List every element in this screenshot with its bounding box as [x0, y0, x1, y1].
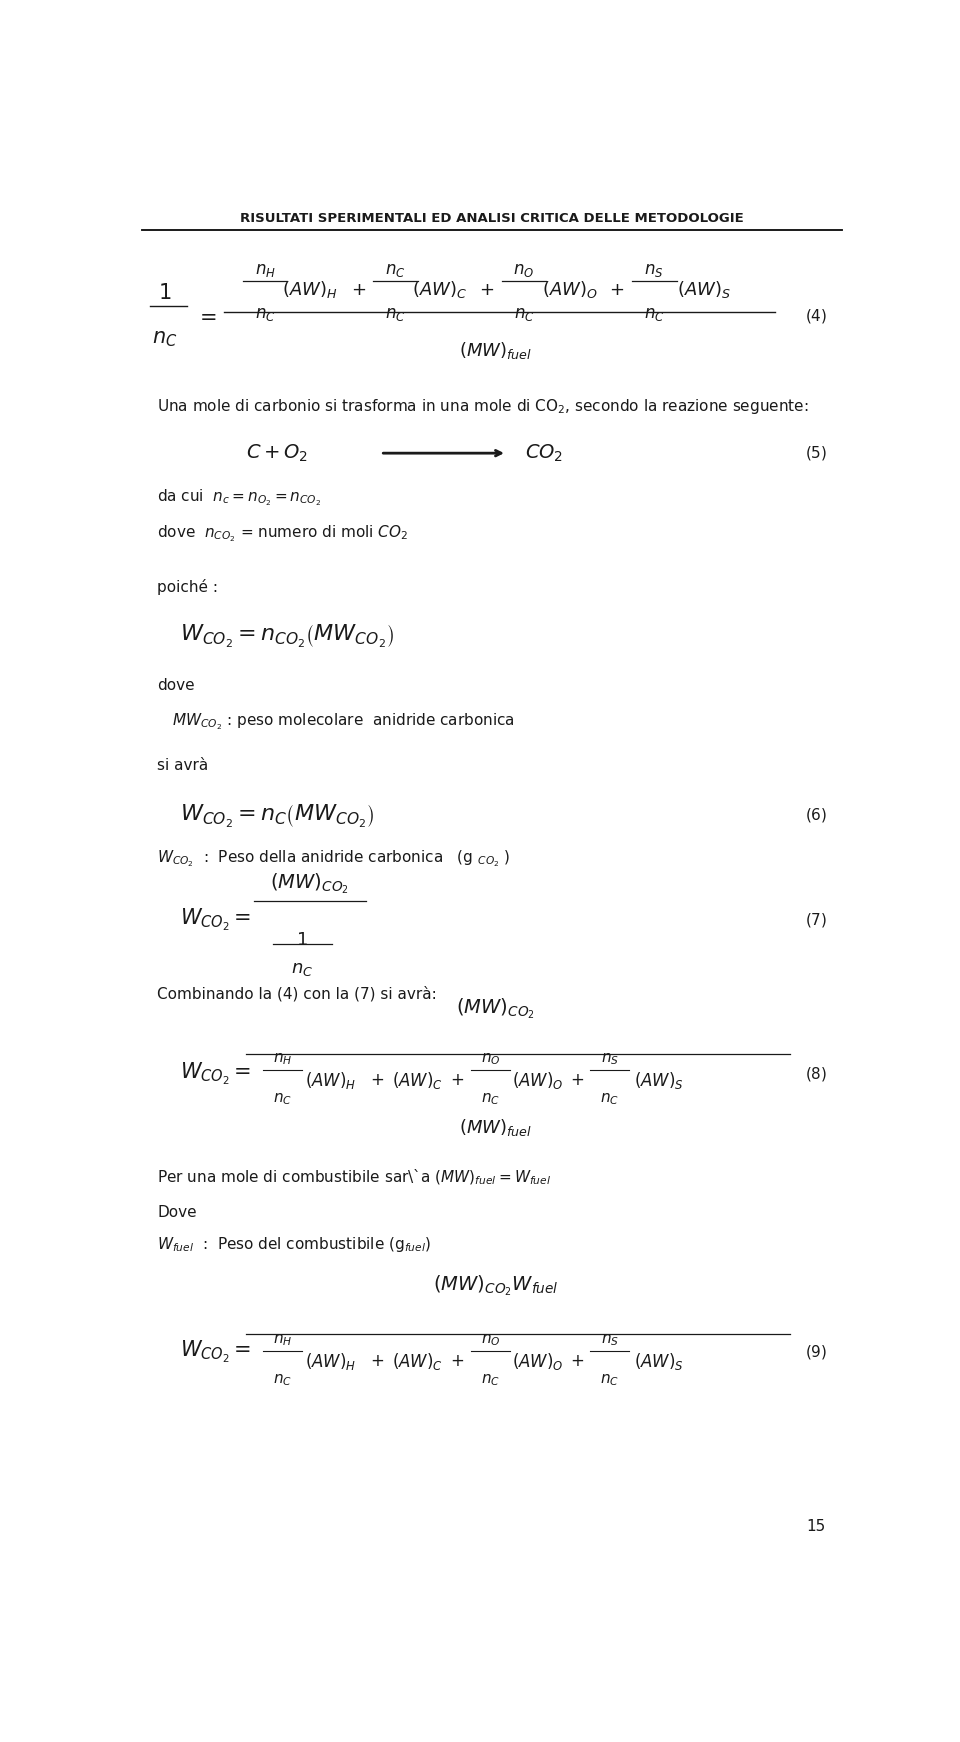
Text: $\left(MW\right)_{fuel}$: $\left(MW\right)_{fuel}$	[459, 1117, 532, 1138]
Text: $W_{CO_2}=$: $W_{CO_2}=$	[180, 1340, 251, 1366]
Text: $\left(MW\right)_{CO_2}$: $\left(MW\right)_{CO_2}$	[456, 996, 535, 1021]
Text: $+$: $+$	[450, 1354, 464, 1369]
Text: Per una mole di combustibile sar\`a $\left(MW\right)_{fuel}=W_{fuel}$: Per una mole di combustibile sar\`a $\le…	[157, 1167, 551, 1188]
Text: $(8)$: $(8)$	[804, 1064, 827, 1084]
Text: $n_C$: $n_C$	[385, 305, 405, 322]
Text: $W_{CO_2}$  :  Peso della anidride carbonica   (g $_{CO_2}$ ): $W_{CO_2}$ : Peso della anidride carboni…	[157, 848, 511, 869]
Text: $\left(AW\right)_C$: $\left(AW\right)_C$	[392, 1350, 444, 1371]
Text: $W_{CO_2} = n_{CO_2}\left(MW_{CO_2}\right)$: $W_{CO_2} = n_{CO_2}\left(MW_{CO_2}\righ…	[180, 622, 394, 650]
Text: $C + O_2$: $C + O_2$	[247, 442, 308, 463]
Text: da cui  $n_c = n_{O_2} = n_{CO_2}$: da cui $n_c = n_{O_2} = n_{CO_2}$	[157, 488, 322, 507]
Text: $(4)$: $(4)$	[804, 307, 827, 326]
Text: $n_C$: $n_C$	[600, 1092, 619, 1108]
Text: $\left(AW\right)_S$: $\left(AW\right)_S$	[635, 1350, 684, 1371]
Text: $n_H$: $n_H$	[273, 1052, 292, 1068]
Text: $\left(AW\right)_C$: $\left(AW\right)_C$	[413, 279, 468, 300]
Text: dove  $n_{CO_2}$ = numero di moli $CO_2$: dove $n_{CO_2}$ = numero di moli $CO_2$	[157, 523, 408, 544]
Text: $n_C$: $n_C$	[273, 1092, 292, 1108]
Text: $+$: $+$	[370, 1354, 384, 1369]
Text: $+$: $+$	[610, 280, 625, 298]
Text: $W_{fuel}$  :  Peso del combustibile (g$_{fuel}$): $W_{fuel}$ : Peso del combustibile (g$_{…	[157, 1235, 431, 1254]
Text: Dove: Dove	[157, 1205, 197, 1219]
Text: $W_{CO_2}=$: $W_{CO_2}=$	[180, 908, 251, 934]
Text: $(5)$: $(5)$	[804, 444, 827, 462]
Text: RISULTATI SPERIMENTALI ED ANALISI CRITICA DELLE METODOLOGIE: RISULTATI SPERIMENTALI ED ANALISI CRITIC…	[240, 213, 744, 225]
Text: si avrà: si avrà	[157, 758, 208, 773]
Text: $\left(AW\right)_C$: $\left(AW\right)_C$	[392, 1070, 444, 1092]
Text: $n_C$: $n_C$	[481, 1373, 500, 1388]
Text: dove: dove	[157, 678, 195, 693]
Text: poiché :: poiché :	[157, 580, 218, 596]
Text: $n_S$: $n_S$	[601, 1333, 618, 1348]
Text: $+$: $+$	[370, 1073, 384, 1089]
Text: $\left(AW\right)_O$: $\left(AW\right)_O$	[513, 1070, 564, 1092]
Text: $n_O$: $n_O$	[481, 1052, 500, 1068]
Text: $n_S$: $n_S$	[644, 261, 664, 279]
Text: $\left(AW\right)_S$: $\left(AW\right)_S$	[635, 1070, 684, 1092]
Text: $+$: $+$	[569, 1073, 584, 1089]
Text: $\left(AW\right)_H$: $\left(AW\right)_H$	[305, 1350, 356, 1371]
Text: $\left(MW\right)_{CO_2} W_{fuel}$: $\left(MW\right)_{CO_2} W_{fuel}$	[433, 1273, 559, 1298]
Text: $MW_{CO_2}$ : peso molecolare  anidride carbonica: $MW_{CO_2}$ : peso molecolare anidride c…	[172, 711, 515, 732]
Text: $n_O$: $n_O$	[514, 261, 535, 279]
Text: $n_C$: $n_C$	[385, 261, 405, 279]
Text: $(9)$: $(9)$	[804, 1343, 827, 1361]
Text: $+$: $+$	[479, 280, 494, 298]
Text: $(7)$: $(7)$	[804, 911, 827, 928]
Text: $CO_2$: $CO_2$	[525, 442, 564, 463]
Text: $1$: $1$	[297, 930, 308, 949]
Text: $n_S$: $n_S$	[601, 1052, 618, 1068]
Text: $W_{CO_2} = n_C\left(MW_{CO_2}\right)$: $W_{CO_2} = n_C\left(MW_{CO_2}\right)$	[180, 801, 373, 829]
Text: Una mole di carbonio si trasforma in una mole di $\mathrm{CO_2}$, secondo la rea: Una mole di carbonio si trasforma in una…	[157, 397, 808, 416]
Text: $n_C$: $n_C$	[600, 1373, 619, 1388]
Text: $\left(AW\right)_O$: $\left(AW\right)_O$	[542, 279, 598, 300]
Text: Combinando la (4) con la (7) si avrà:: Combinando la (4) con la (7) si avrà:	[157, 986, 437, 1002]
Text: $+$: $+$	[450, 1073, 464, 1089]
Text: $=$: $=$	[195, 307, 216, 326]
Text: $\left(AW\right)_S$: $\left(AW\right)_S$	[677, 279, 731, 300]
Text: $n_C$: $n_C$	[514, 305, 535, 322]
Text: $W_{CO_2}=$: $W_{CO_2}=$	[180, 1061, 251, 1087]
Text: $n_C$: $n_C$	[481, 1092, 500, 1108]
Text: $n_H$: $n_H$	[273, 1333, 292, 1348]
Text: $1$: $1$	[158, 282, 171, 303]
Text: 15: 15	[806, 1519, 826, 1533]
Text: $n_O$: $n_O$	[481, 1333, 500, 1348]
Text: $\left(AW\right)_H$: $\left(AW\right)_H$	[282, 279, 338, 300]
Text: $\left(MW\right)_{CO_2}$: $\left(MW\right)_{CO_2}$	[271, 871, 349, 895]
Text: $\left(MW\right)_{fuel}$: $\left(MW\right)_{fuel}$	[459, 340, 532, 362]
Text: $(6)$: $(6)$	[804, 807, 827, 824]
Text: $+$: $+$	[569, 1354, 584, 1369]
Text: $+$: $+$	[350, 280, 366, 298]
Text: $n_C$: $n_C$	[254, 305, 276, 322]
Text: $n_C$: $n_C$	[152, 329, 178, 350]
Text: $n_C$: $n_C$	[291, 960, 313, 979]
Text: $n_H$: $n_H$	[254, 261, 276, 279]
Text: $\left(AW\right)_O$: $\left(AW\right)_O$	[513, 1350, 564, 1371]
Text: $n_C$: $n_C$	[644, 305, 664, 322]
Text: $n_C$: $n_C$	[273, 1373, 292, 1388]
Text: $\left(AW\right)_H$: $\left(AW\right)_H$	[305, 1070, 356, 1092]
